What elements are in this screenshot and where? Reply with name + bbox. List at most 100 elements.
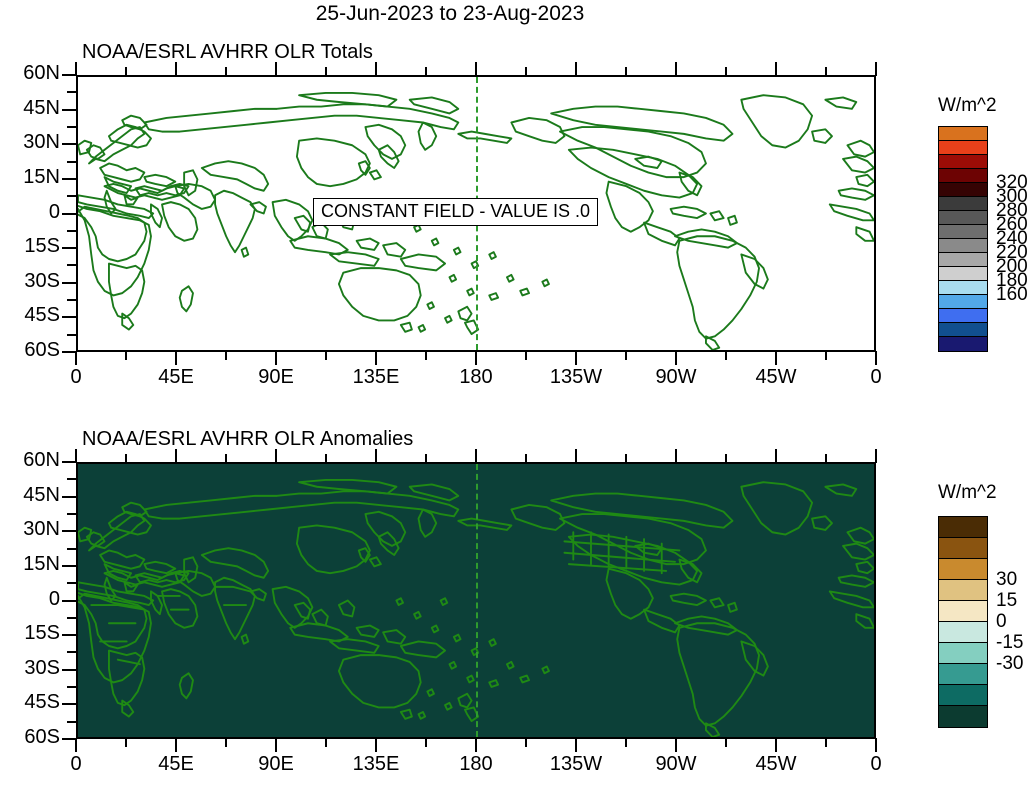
colorbar-band — [939, 685, 987, 706]
x-axis-minor-tick-totals — [125, 67, 127, 76]
x-axis-tick-top-totals — [875, 62, 877, 76]
y-axis-minor-tick-totals — [67, 91, 76, 94]
panel-title-totals: NOAA/ESRL AVHRR OLR Totals — [82, 41, 373, 63]
x-axis-tick-top-totals — [375, 62, 377, 76]
colorbar-tick-label: 180 — [996, 270, 1027, 291]
y-axis-minor-tick-totals — [67, 333, 76, 336]
x-axis-minor-tick-anomalies — [425, 738, 427, 747]
colorbar-band — [939, 225, 987, 239]
y-axis-label-30S-anomalies: 30S — [24, 656, 60, 679]
x-axis-label-45E-totals: 45E — [158, 366, 194, 388]
y-axis-minor-tick-totals — [67, 125, 76, 128]
x-axis-tick-bottom-anomalies — [875, 738, 877, 752]
x-axis-minor-tick-totals — [625, 351, 627, 360]
y-axis-minor-tick-anomalies — [67, 616, 76, 619]
colorbar-band — [939, 664, 987, 685]
colorbar-anomalies — [938, 516, 988, 728]
y-axis-label-60N-totals: 60N — [23, 62, 60, 84]
y-axis-tick-totals — [62, 281, 76, 284]
x-axis-tick-top-anomalies — [475, 449, 477, 463]
colorbar-tick-label: 240 — [996, 228, 1027, 249]
x-axis-minor-tick-totals — [725, 67, 727, 76]
world-coastlines-totals — [78, 91, 874, 350]
y-axis-minor-tick-anomalies — [67, 582, 76, 585]
y-axis-tick-totals — [62, 351, 76, 353]
y-axis-label-45N-totals: 45N — [23, 96, 60, 119]
colorbar-band — [939, 197, 987, 211]
y-axis-minor-tick-anomalies — [67, 547, 76, 550]
colorbar-tick-label: 260 — [996, 214, 1027, 235]
y-axis-minor-tick-anomalies — [67, 686, 76, 689]
x-axis-tick-top-totals — [75, 62, 77, 76]
x-axis-label-45W-totals: 45W — [755, 366, 797, 388]
colorbar-band — [939, 155, 987, 169]
colorbar-tick-label: 160 — [996, 284, 1027, 305]
y-axis-minor-tick-totals — [67, 229, 76, 232]
y-axis-tick-anomalies — [62, 564, 76, 567]
x-axis-label-90E-totals: 90E — [258, 366, 294, 388]
x-axis-minor-tick-totals — [525, 67, 527, 76]
colorbar-tick-label: 30 — [996, 569, 1018, 590]
x-axis-tick-top-totals — [475, 62, 477, 76]
x-axis-tick-bottom-totals — [875, 351, 877, 365]
x-axis-tick-bottom-anomalies — [75, 738, 77, 752]
x-axis-tick-top-totals — [775, 62, 777, 76]
colorbar-band — [939, 239, 987, 253]
y-axis-tick-totals — [62, 108, 76, 111]
y-axis-label-15S-anomalies: 15S — [24, 622, 60, 645]
x-axis-tick-top-totals — [175, 62, 177, 76]
y-axis-label-45S-totals: 45S — [24, 304, 60, 327]
colorbar-band — [939, 559, 987, 580]
x-axis-tick-bottom-totals — [275, 351, 277, 365]
x-axis-minor-tick-anomalies — [425, 454, 427, 463]
colorbar-band — [939, 580, 987, 601]
colorbar-band — [939, 538, 987, 559]
colorbar-band — [939, 253, 987, 267]
x-axis-label-180-totals: 180 — [459, 366, 493, 388]
x-axis-minor-tick-totals — [425, 351, 427, 360]
y-axis-tick-anomalies — [62, 668, 76, 671]
x-axis-label-0-anomalies: 0 — [870, 753, 882, 775]
x-axis-tick-bottom-anomalies — [375, 738, 377, 752]
x-axis-minor-tick-anomalies — [325, 454, 327, 463]
y-axis-tick-anomalies — [62, 634, 76, 637]
colorbar-tick-label: 0 — [996, 611, 1007, 632]
y-axis-tick-anomalies — [62, 738, 76, 740]
y-axis-tick-anomalies — [62, 703, 76, 706]
world-coastlines-anomalies — [78, 478, 874, 737]
x-axis-label-90W-totals: 90W — [655, 366, 697, 388]
x-axis-minor-tick-totals — [625, 67, 627, 76]
y-axis-tick-anomalies — [62, 599, 76, 602]
x-axis-minor-tick-anomalies — [325, 738, 327, 747]
x-axis-tick-top-totals — [275, 62, 277, 76]
x-axis-tick-bottom-anomalies — [175, 738, 177, 752]
x-axis-minor-tick-totals — [725, 351, 727, 360]
x-axis-tick-top-anomalies — [575, 449, 577, 463]
x-axis-tick-top-anomalies — [375, 449, 377, 463]
colorbar-tick-label: -30 — [996, 653, 1024, 674]
x-axis-minor-tick-anomalies — [125, 454, 127, 463]
y-axis-label-30N-totals: 30N — [23, 131, 60, 154]
colorbar-band — [939, 337, 987, 351]
y-axis-tick-totals — [62, 177, 76, 180]
x-axis-minor-tick-anomalies — [825, 738, 827, 747]
colorbar-band — [939, 169, 987, 183]
x-axis-tick-bottom-totals — [475, 351, 477, 365]
y-axis-label-30S-totals: 30S — [24, 269, 60, 292]
y-axis-minor-tick-totals — [67, 160, 76, 163]
x-axis-tick-bottom-anomalies — [675, 738, 677, 752]
x-axis-label-0-anomalies: 0 — [70, 753, 82, 775]
x-axis-tick-bottom-anomalies — [475, 738, 477, 752]
colorbar-band — [939, 643, 987, 664]
x-axis-tick-bottom-totals — [175, 351, 177, 365]
y-axis-tick-totals — [62, 316, 76, 319]
x-axis-label-90W-anomalies: 90W — [655, 753, 697, 775]
x-axis-minor-tick-totals — [825, 351, 827, 360]
x-axis-label-135W-anomalies: 135W — [549, 753, 603, 775]
x-axis-minor-tick-totals — [125, 351, 127, 360]
colorbar-unit-anomalies: W/m^2 — [938, 482, 997, 503]
x-axis-tick-bottom-anomalies — [575, 738, 577, 752]
y-axis-minor-tick-anomalies — [67, 720, 76, 723]
x-axis-minor-tick-anomalies — [225, 738, 227, 747]
x-axis-tick-bottom-totals — [75, 351, 77, 365]
